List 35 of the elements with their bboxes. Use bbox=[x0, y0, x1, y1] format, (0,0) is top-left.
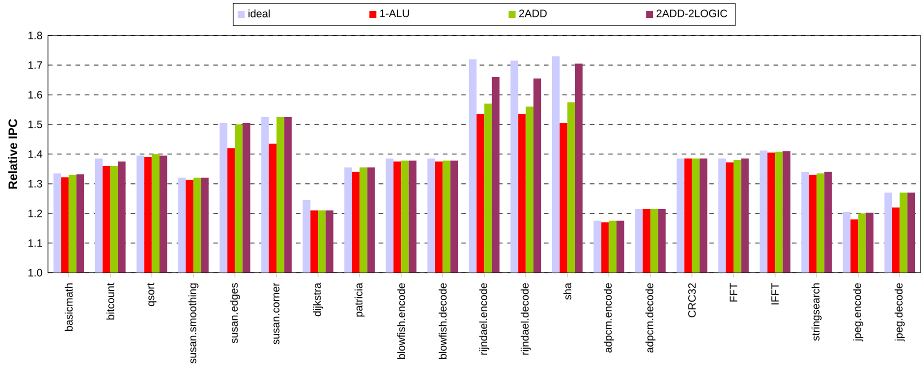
y-tick-label: 1.2 bbox=[28, 210, 42, 218]
x-tick-label: susan.corner bbox=[274, 282, 280, 344]
y-tick-label: 1.1 bbox=[28, 239, 42, 247]
legend-label: 2ADD bbox=[519, 10, 547, 18]
y-tick-label: 1.6 bbox=[28, 91, 42, 99]
y-tick-label: 1.3 bbox=[28, 180, 42, 188]
y-tick-label: 1.5 bbox=[28, 120, 42, 128]
x-tick-label: adpcm.decode bbox=[645, 283, 656, 353]
x-tick-label: sha bbox=[563, 282, 572, 300]
x-tick-label: bitcount bbox=[106, 282, 114, 320]
y-tick-label: 1.7 bbox=[28, 61, 42, 69]
x-tick-label: qsort bbox=[147, 282, 156, 306]
x-tick-label: FFT bbox=[730, 283, 738, 302]
y-tick-label: 1.0 bbox=[28, 268, 42, 277]
legend-label: 2ADD-2LOGIC bbox=[656, 10, 728, 18]
x-tick-label: blowfish.encode bbox=[397, 283, 406, 359]
legend-label: ideal bbox=[248, 10, 270, 18]
x-tick-label: susan.edges bbox=[230, 283, 240, 344]
y-tick-label: 1.8 bbox=[28, 32, 42, 40]
x-tick-label: CRC32 bbox=[688, 283, 696, 318]
x-tick-label: adpcm.encode bbox=[604, 283, 614, 353]
x-tick-label: IFFT bbox=[771, 283, 779, 304]
x-tick-label: rijndael.encode bbox=[479, 283, 490, 355]
x-tick-label: jpeg.decode bbox=[894, 283, 905, 342]
x-tick-label: blowfish.decode bbox=[438, 283, 447, 359]
y-tick-label: 1.4 bbox=[28, 150, 42, 158]
legend-label: 1-ALU bbox=[380, 10, 409, 18]
x-tick-label: patricia bbox=[354, 282, 365, 317]
x-tick-label: basicmath bbox=[64, 283, 73, 331]
y-axis-title: Relative IPC bbox=[8, 119, 18, 189]
x-tick-label: susan.smoothing bbox=[188, 283, 198, 364]
x-tick-label: jpeg.encode bbox=[853, 283, 864, 342]
x-tick-label: rijndael.decode bbox=[520, 283, 531, 355]
x-tick-label: stringsearch bbox=[812, 283, 822, 341]
x-tick-label: dijkstra bbox=[313, 282, 324, 316]
